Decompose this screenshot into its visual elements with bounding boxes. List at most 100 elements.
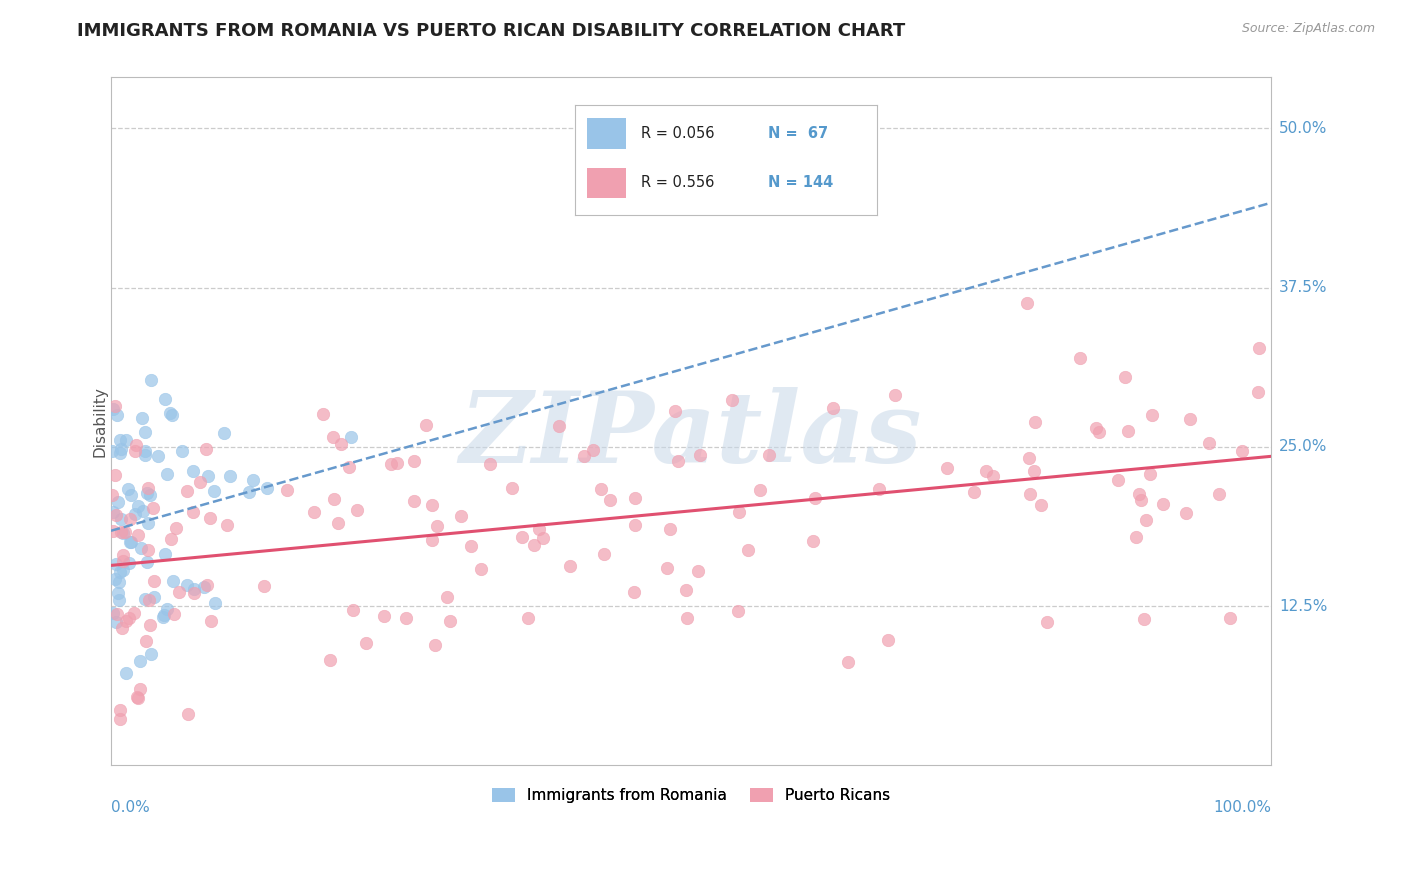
Point [354, 636, 377, 650]
Point [460, 539, 482, 553]
Point [1139, 467, 1161, 481]
Point [215, 517, 238, 532]
Point [547, 418, 569, 433]
Point [181, 505, 204, 519]
Legend: Immigrants from Romania, Puerto Ricans: Immigrants from Romania, Puerto Ricans [485, 782, 896, 809]
Point [1208, 487, 1230, 501]
Point [156, 467, 179, 481]
Point [112, 525, 135, 540]
Point [124, 507, 146, 521]
Point [976, 464, 998, 478]
Point [165, 521, 187, 535]
Point [111, 563, 134, 577]
Point [105, 408, 128, 422]
Point [402, 494, 425, 508]
Point [134, 592, 156, 607]
Point [198, 511, 221, 525]
Point [623, 585, 645, 599]
Point [436, 590, 458, 604]
Point [342, 603, 364, 617]
Point [104, 615, 127, 629]
Point [868, 483, 890, 497]
Point [204, 596, 226, 610]
Point [105, 607, 128, 622]
Point [512, 530, 534, 544]
Point [624, 518, 647, 533]
Point [385, 456, 408, 470]
Point [837, 655, 859, 669]
Point [162, 574, 184, 589]
Point [118, 556, 141, 570]
Point [531, 532, 554, 546]
Text: 0.0%: 0.0% [111, 799, 149, 814]
Point [135, 485, 157, 500]
Point [128, 654, 150, 668]
Point [107, 495, 129, 509]
Point [197, 469, 219, 483]
Point [394, 610, 416, 624]
Point [323, 491, 346, 506]
Point [1135, 512, 1157, 526]
Point [426, 518, 449, 533]
Point [666, 453, 689, 467]
Point [623, 491, 645, 505]
Point [478, 457, 501, 471]
Point [1125, 530, 1147, 544]
Point [143, 574, 166, 589]
Point [1174, 506, 1197, 520]
Point [159, 406, 181, 420]
Point [340, 430, 363, 444]
Point [103, 505, 125, 519]
Point [120, 535, 142, 549]
Point [574, 449, 596, 463]
Text: IMMIGRANTS FROM ROMANIA VS PUERTO RICAN DISABILITY CORRELATION CHART: IMMIGRANTS FROM ROMANIA VS PUERTO RICAN … [77, 22, 905, 40]
Point [120, 535, 142, 549]
Point [163, 607, 186, 621]
Point [1085, 421, 1108, 435]
Point [139, 617, 162, 632]
Point [1219, 610, 1241, 624]
Point [202, 483, 225, 498]
Point [1129, 493, 1152, 508]
Point [1107, 473, 1129, 487]
Point [103, 399, 125, 413]
Point [101, 606, 124, 620]
Point [136, 555, 159, 569]
Point [664, 404, 686, 418]
Point [108, 574, 131, 589]
Point [132, 504, 155, 518]
Point [339, 459, 361, 474]
Point [176, 483, 198, 498]
Point [1031, 498, 1053, 512]
Point [302, 504, 325, 518]
Point [120, 488, 142, 502]
Point [136, 481, 159, 495]
Text: ZIPatlas: ZIPatlas [460, 387, 922, 483]
Text: 50.0%: 50.0% [1279, 121, 1327, 136]
Point [195, 442, 218, 456]
Point [134, 448, 156, 462]
Point [218, 469, 240, 483]
Text: 100.0%: 100.0% [1213, 799, 1271, 814]
Point [319, 653, 342, 667]
Point [110, 442, 132, 456]
Text: 12.5%: 12.5% [1279, 599, 1327, 614]
Point [152, 610, 174, 624]
Point [134, 425, 156, 439]
Point [758, 448, 780, 462]
Point [1116, 425, 1139, 439]
Point [423, 639, 446, 653]
Point [183, 582, 205, 596]
Point [450, 508, 472, 523]
Point [516, 611, 538, 625]
Point [104, 558, 127, 572]
Point [1024, 465, 1046, 479]
Point [127, 499, 149, 513]
Point [737, 542, 759, 557]
Point [177, 706, 200, 721]
Point [589, 483, 612, 497]
Point [1128, 487, 1150, 501]
Point [153, 607, 176, 622]
Point [107, 585, 129, 599]
Point [135, 633, 157, 648]
